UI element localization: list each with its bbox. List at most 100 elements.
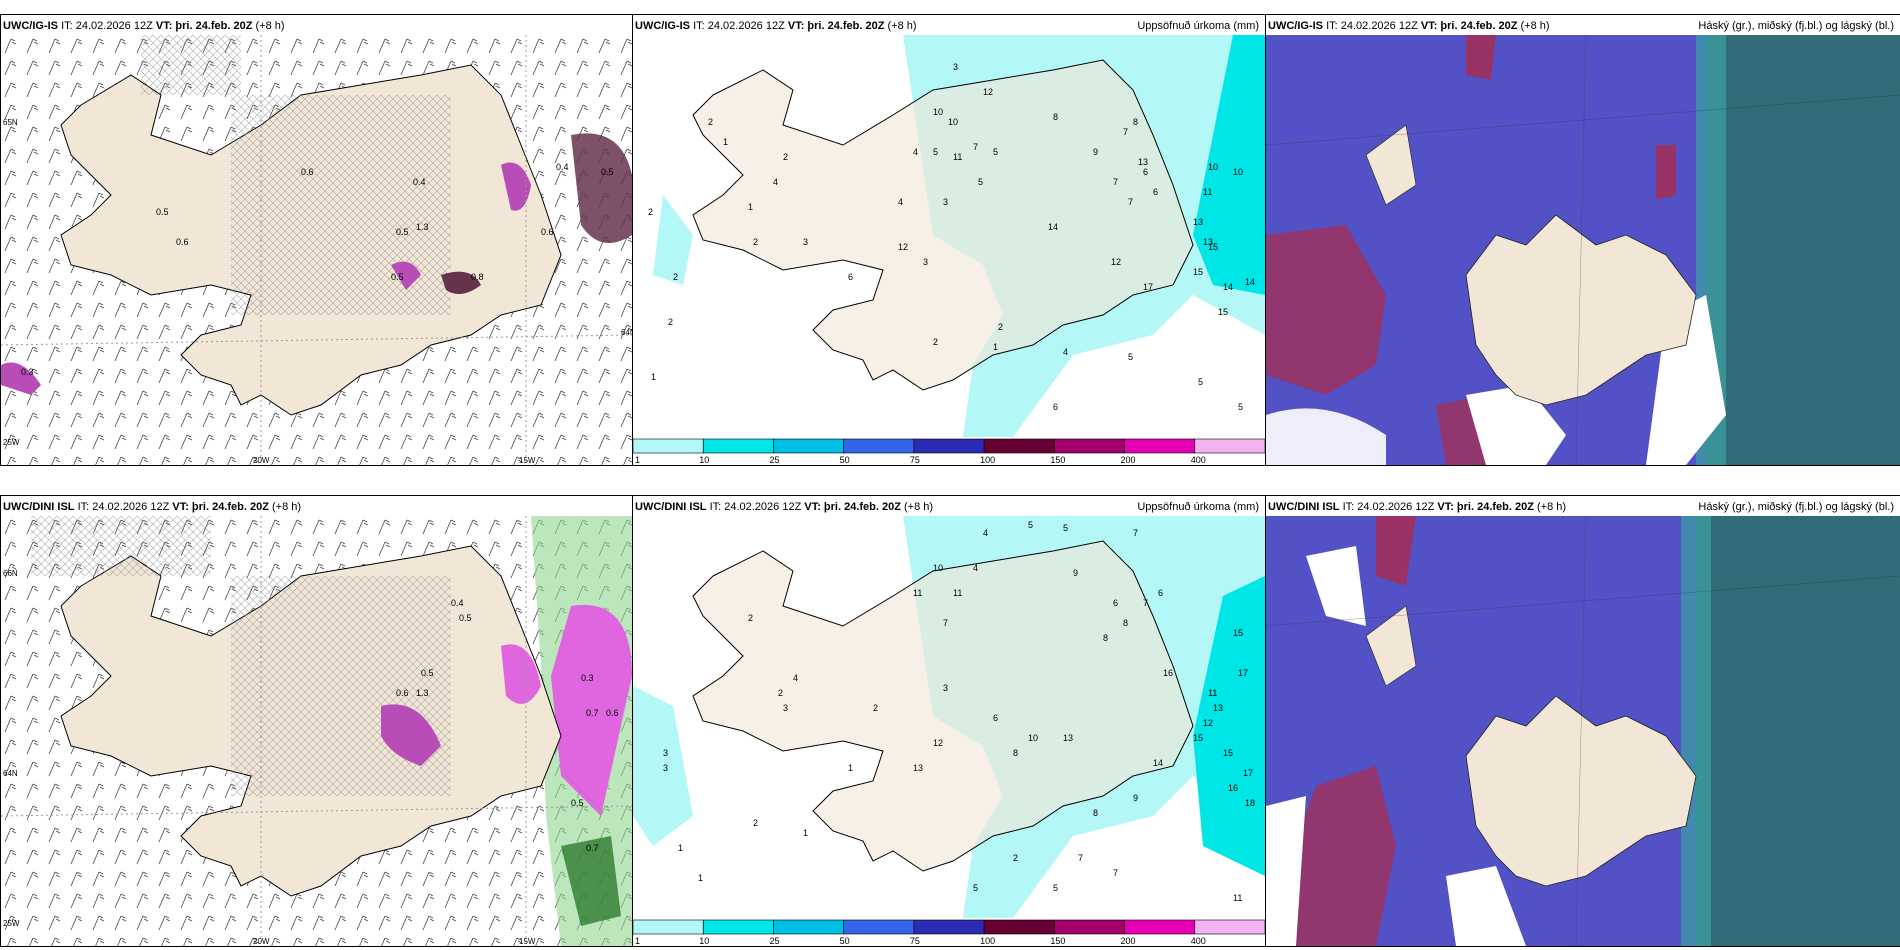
valid-time: þri. 24.feb. 20Z — [1440, 20, 1518, 32]
map-area[interactable]: 20W 15W 25W 65N 64N 0.5 0.6 0.4 0.5 1.3 … — [1, 35, 632, 465]
map-area[interactable]: 3 12 10 10 4 5 11 7 5 3 8 9 7 7 6 13 10 … — [633, 35, 1265, 437]
precip-value: 14 — [1048, 222, 1058, 232]
map-area[interactable] — [1266, 35, 1900, 465]
colorbar-swatch — [1194, 438, 1265, 454]
lon-label-20w: 20W — [253, 937, 270, 946]
precip-value: 10 — [1208, 162, 1218, 172]
precip-value: 9 — [1073, 568, 1078, 578]
precip-value: 15 — [1208, 242, 1218, 252]
precip-value: 13 — [913, 763, 923, 773]
precip-value: 2 — [933, 337, 938, 347]
wind-map-svg: 20W 15W 25W 65N 64N 0.5 0.6 0.4 0.5 1.3 … — [1, 35, 632, 465]
colorbar-swatch — [773, 438, 844, 454]
precip-value: 16 — [1163, 668, 1173, 678]
precip-value: 6 — [1113, 598, 1118, 608]
precip-value: 11 — [953, 152, 962, 162]
precip-value: 6 — [1143, 167, 1148, 177]
model-name: UWC/DINI ISL — [1268, 501, 1340, 513]
wind-value: 0.4 — [556, 162, 569, 172]
cloud-low — [1696, 516, 1900, 946]
precip-value: 2 — [673, 272, 678, 282]
panel-header: UWC/DINI ISL IT: 24.02.2026 12Z VT: þri.… — [635, 498, 1263, 516]
lat-label-64n: 64N — [3, 769, 18, 778]
colorbar-swatch — [843, 919, 915, 935]
wind-value: 0.6 — [176, 237, 189, 247]
init-time: IT: 24.02.2026 12Z — [709, 501, 802, 513]
colorbar-tick: 400 — [1191, 455, 1206, 465]
panel-header: UWC/IG-IS IT: 24.02.2026 12Z VT: þri. 24… — [1268, 17, 1898, 35]
precip-value: 1 — [748, 202, 753, 212]
cloud-map-svg — [1266, 35, 1900, 465]
precip-value: 14 — [1245, 277, 1255, 287]
panel-title: Uppsöfnuð úrkoma (mm) — [1137, 20, 1259, 32]
precip-value: 8 — [1053, 112, 1058, 122]
precip-value: 6 — [848, 272, 853, 282]
init-time: IT: 24.02.2026 12Z — [1342, 501, 1435, 513]
wind-value: 0.4 — [413, 177, 426, 187]
map-area[interactable] — [1266, 516, 1900, 946]
precip-value: 3 — [953, 62, 958, 72]
wind-value: 0.8 — [471, 272, 484, 282]
precip-value: 7 — [1123, 127, 1128, 137]
colorbar-swatch — [1194, 919, 1265, 935]
wind-value: 0.5 — [156, 207, 169, 217]
precip-value: 8 — [1103, 633, 1108, 643]
precip-value: 1 — [848, 763, 853, 773]
precip-value: 1 — [993, 342, 998, 352]
colorbar-tick: 10 — [699, 936, 709, 946]
precip-value: 4 — [898, 197, 903, 207]
precip-value: 1 — [698, 873, 703, 883]
precip-value: 13 — [1193, 217, 1203, 227]
iceland-land — [692, 59, 1194, 391]
precip-value: 9 — [1093, 147, 1098, 157]
wind-value: 0.5 — [459, 613, 472, 623]
precip-value: 4 — [973, 563, 978, 573]
panel-cloud-bottom: UWC/DINI ISL IT: 24.02.2026 12Z VT: þri.… — [1265, 495, 1900, 947]
precip-value: 2 — [753, 818, 758, 828]
iceland-land — [692, 540, 1194, 872]
precip-value: 3 — [803, 237, 808, 247]
map-area[interactable]: 4 5 5 7 4 11 10 9 11 7 6 8 8 7 6 15 11 1… — [633, 516, 1265, 918]
precip-value: 1 — [803, 828, 808, 838]
colorbar-tick: 200 — [1121, 936, 1136, 946]
panel-precip-bottom: UWC/DINI ISL IT: 24.02.2026 12Z VT: þri.… — [632, 495, 1266, 947]
precip-value: 2 — [753, 237, 758, 247]
precip-value: 12 — [1111, 257, 1121, 267]
precip-value: 5 — [1128, 352, 1133, 362]
colorbar-tick: 75 — [910, 936, 920, 946]
colorbar-tick: 400 — [1191, 936, 1206, 946]
lead-time: (+8 h) — [887, 20, 917, 32]
precip-value: 17 — [1243, 768, 1253, 778]
precip-value: 1 — [678, 843, 683, 853]
precip-value: 11 — [913, 588, 922, 598]
lon-label-15w: 15W — [519, 937, 536, 946]
precip-value: 4 — [793, 673, 798, 683]
precip-value: 7 — [1113, 177, 1118, 187]
precip-value: 5 — [993, 147, 998, 157]
precip-value: 8 — [1123, 618, 1128, 628]
colorbar-tick: 25 — [769, 936, 779, 946]
precip-value: 11 — [953, 588, 962, 598]
precip-value: 16 — [1228, 783, 1238, 793]
precip-value: 1 — [723, 137, 728, 147]
precip-value: 5 — [978, 177, 983, 187]
model-name: UWC/IG-IS — [3, 20, 58, 32]
precip-value: 7 — [943, 618, 948, 628]
precip-value: 13 — [1213, 703, 1223, 713]
precip-value: 2 — [783, 152, 788, 162]
panel-wind-bottom: UWC/DINI ISL IT: 24.02.2026 12Z VT: þri.… — [0, 495, 633, 947]
precip-value: 5 — [1198, 377, 1203, 387]
valid-label: VT: — [1437, 501, 1454, 513]
colorbar-swatch — [843, 438, 915, 454]
colorbar: 1 10 25 50 75 100 150 200 400 — [633, 437, 1265, 465]
wind-value: 0.7 — [586, 708, 599, 718]
wind-value: 0.6 — [606, 708, 619, 718]
wind-value: 0.4 — [451, 598, 464, 608]
wind-shade-east — [571, 133, 632, 243]
lead-time: (+8 h) — [255, 20, 285, 32]
cloud-high — [1266, 225, 1386, 395]
precip-value: 2 — [748, 613, 753, 623]
lon-label-15w: 15W — [519, 456, 536, 465]
map-area[interactable]: 20W 15W 25W 66N 64N 0.4 0.5 0.6 1.3 0.5 … — [1, 516, 632, 946]
precip-value: 10 — [1028, 733, 1038, 743]
